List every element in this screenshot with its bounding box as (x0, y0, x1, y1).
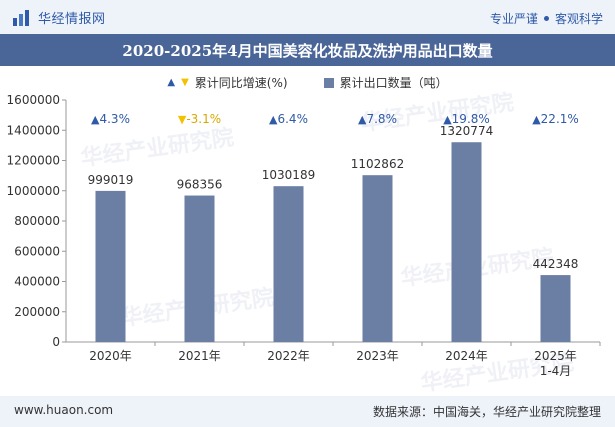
x-tick-label: 1-4月 (540, 364, 572, 378)
bar (540, 275, 571, 342)
y-tick-label: 1600000 (7, 93, 60, 107)
growth-value: 22.1% (541, 112, 579, 126)
growth-label: ▼-3.1% (178, 112, 221, 126)
growth-value: 7.8% (366, 112, 397, 126)
growth-value: 6.4% (277, 112, 308, 126)
growth-label: ▲6.4% (269, 112, 308, 126)
x-tick-label: 2023年 (356, 349, 399, 363)
bar (362, 175, 393, 342)
triangle-down-icon: ▼ (181, 76, 189, 88)
y-tick-label: 200000 (14, 305, 60, 319)
y-tick-label: 1200000 (7, 154, 60, 168)
x-tick-label: 2022年 (267, 349, 310, 363)
legend-growth: ▲ ▼ 累计同比增速(%) (167, 74, 287, 91)
y-tick-label: 0 (52, 335, 60, 349)
bar-value-label: 999019 (88, 173, 134, 187)
triangle-up-icon: ▲ (167, 76, 176, 88)
growth-label: ▲7.8% (358, 112, 397, 126)
title-bar: 2020-2025年4月中国美容化妆品及洗护用品出口数量 (0, 34, 615, 66)
triangle-up-icon: ▲ (358, 113, 367, 126)
slogan-dot-icon (543, 16, 549, 21)
growth-label: ▲22.1% (532, 112, 579, 126)
x-tick-label: 2025年 (534, 349, 577, 363)
slogan-left: 专业严谨 (489, 12, 538, 26)
growth-value: -3.1% (186, 112, 221, 126)
bar-value-label: 968356 (177, 178, 223, 192)
footer-source: 数据来源：中国海关，华经产业研究院整理 (372, 405, 601, 419)
huajing-logo-icon (13, 9, 29, 26)
brand: 华经情报网 (12, 8, 106, 27)
legend-volume: 累计出口数量（吨） (323, 74, 448, 91)
triangle-up-icon: ▲ (91, 113, 100, 126)
bar (273, 186, 304, 342)
triangle-up-icon: ▲ (269, 113, 278, 126)
footer: www.huaon.com 数据来源：中国海关，华经产业研究院整理 (0, 396, 615, 427)
x-tick-label: 2020年 (89, 349, 132, 363)
bar-value-label: 1320774 (440, 124, 493, 138)
growth-value: 4.3% (99, 112, 130, 126)
chart-legend: ▲ ▼ 累计同比增速(%) 累计出口数量（吨） (0, 74, 615, 91)
legend-growth-label: 累计同比增速(%) (194, 76, 288, 90)
y-tick-label: 1000000 (7, 184, 60, 198)
growth-label: ▲19.8% (443, 112, 490, 126)
bar (184, 195, 215, 342)
y-tick-label: 400000 (14, 275, 60, 289)
growth-label: ▲4.3% (91, 112, 130, 126)
triangle-up-icon: ▲ (443, 113, 452, 126)
triangle-down-icon: ▼ (178, 113, 187, 126)
x-tick-label: 2024年 (445, 349, 488, 363)
y-tick-label: 800000 (14, 214, 60, 228)
legend-volume-label: 累计出口数量（吨） (339, 76, 448, 90)
bar (451, 142, 482, 342)
bar-value-label: 1030189 (262, 168, 315, 182)
top-bar: 华经情报网 专业严谨 客观科学 (0, 0, 615, 34)
triangle-up-icon: ▲ (532, 113, 541, 126)
legend-volume-swatch (323, 77, 334, 88)
footer-url: www.huaon.com (14, 403, 114, 417)
bar-value-label: 1102862 (351, 157, 404, 171)
bar-value-label: 442348 (533, 257, 579, 271)
slogan: 专业严谨 客观科学 (490, 10, 603, 27)
brand-name: 华经情报网 (38, 12, 106, 27)
bar (95, 190, 126, 342)
y-tick-label: 1400000 (7, 123, 60, 137)
chart-title: 2020-2025年4月中国美容化妆品及洗护用品出口数量 (122, 42, 493, 60)
bar-chart: 0 200000 400000 600000 800000 1000000 1200000 1… (7, 93, 601, 378)
growth-value: 19.8% (452, 112, 490, 126)
y-tick-label: 600000 (14, 244, 60, 258)
x-tick-label: 2021年 (178, 349, 221, 363)
slogan-right: 客观科学 (554, 12, 603, 26)
